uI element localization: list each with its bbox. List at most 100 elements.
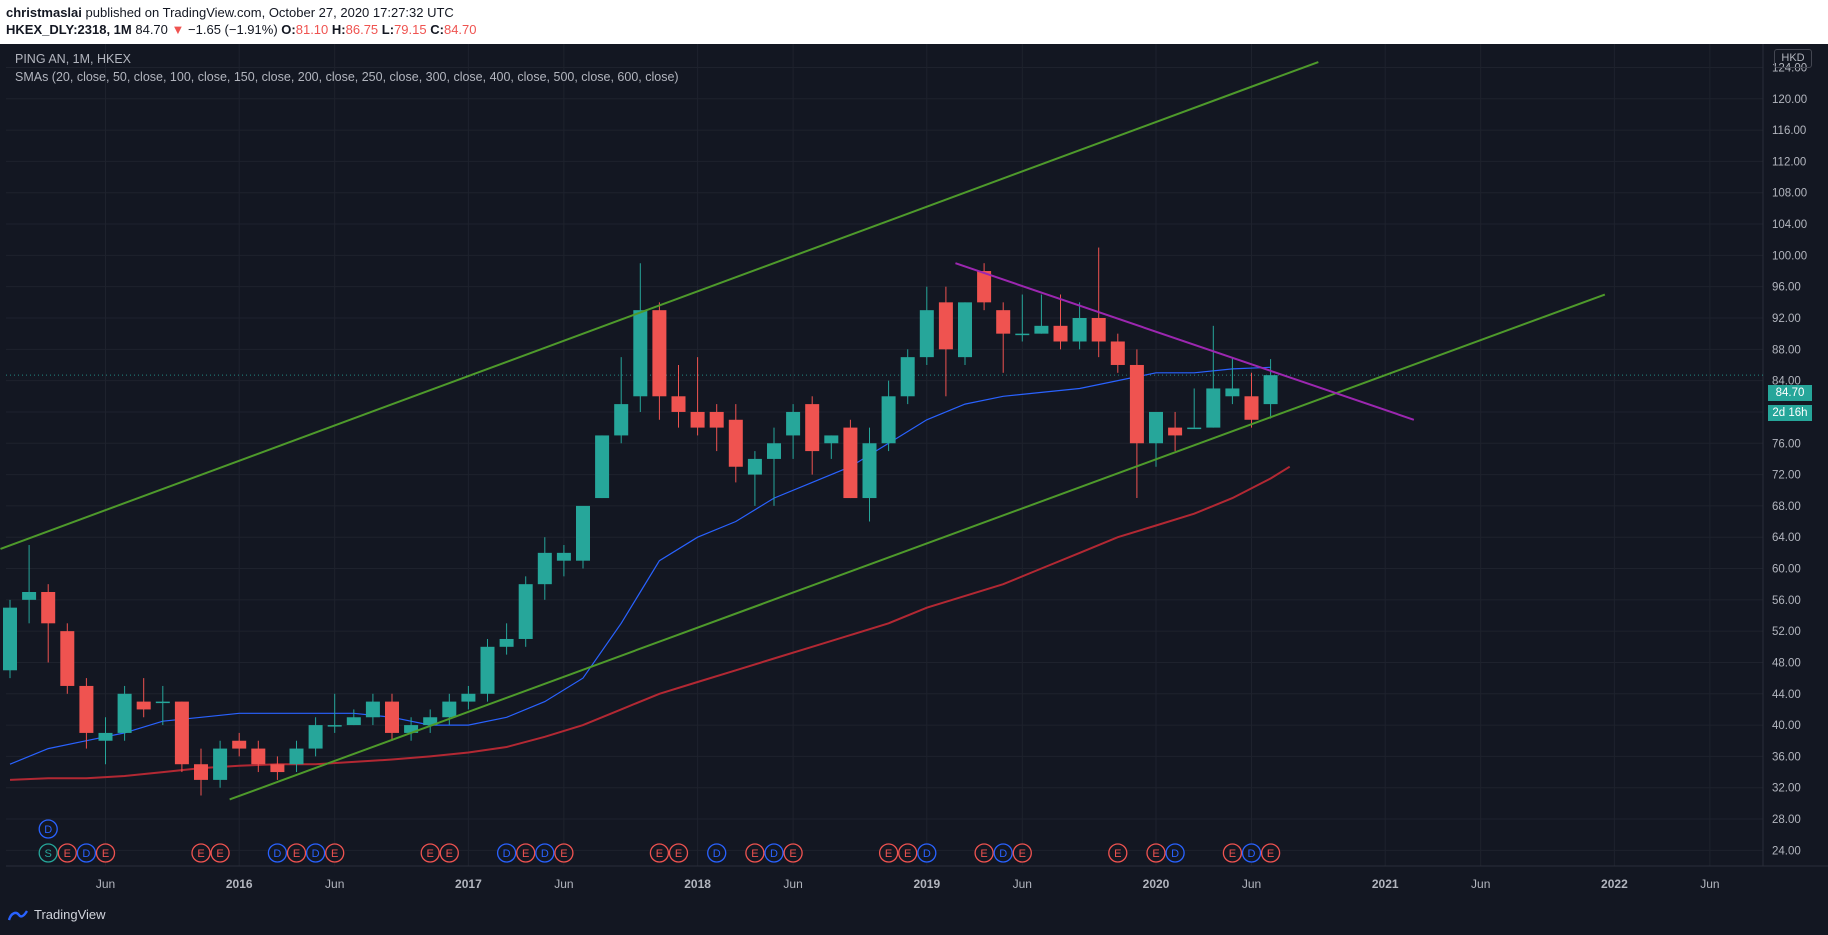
candle-body xyxy=(996,310,1011,334)
price-change: −1.65 (−1.91%) xyxy=(188,22,278,37)
earnings-marker-label: E xyxy=(1267,848,1274,860)
earnings-marker-circle xyxy=(286,843,307,863)
earnings-event-marker[interactable]: E xyxy=(1146,843,1166,863)
ohlc-line: HKEX_DLY:2318, 1M 84.70 ▼ −1.65 (−1.91%)… xyxy=(6,22,477,37)
x-tick-label: 2019 xyxy=(913,877,940,891)
earnings-marker-label: E xyxy=(446,848,453,860)
candle-body xyxy=(194,764,208,780)
trend-line xyxy=(0,61,1319,550)
dividend-event-marker[interactable]: D xyxy=(707,843,727,863)
price-chart[interactable]: 24.00 28.00 32.00 36.00 40.00 44.00 48.00 52.00… xyxy=(0,0,1828,903)
candle-body xyxy=(881,396,896,444)
candle-body xyxy=(1149,411,1163,444)
candle-body xyxy=(423,717,438,726)
earnings-event-marker[interactable]: E xyxy=(649,843,670,863)
earnings-event-marker[interactable]: E xyxy=(554,843,574,863)
candle-body xyxy=(537,552,552,585)
earnings-marker-circle xyxy=(668,843,689,863)
dividend-event-marker[interactable]: D xyxy=(1241,843,1262,863)
dividend-event-marker[interactable]: D xyxy=(496,843,517,863)
y-tick-label: 36.00 xyxy=(1772,751,1801,763)
earnings-marker-circle xyxy=(554,843,574,863)
earnings-event-marker[interactable]: E xyxy=(1260,843,1281,863)
y-tick-label: 116.00 xyxy=(1772,125,1806,137)
earnings-event-marker[interactable]: E xyxy=(974,843,994,863)
earnings-marker-circle xyxy=(210,843,230,863)
earnings-marker-label: E xyxy=(1229,848,1236,860)
earnings-event-marker[interactable]: E xyxy=(898,843,918,863)
earnings-marker-circle xyxy=(1146,843,1166,863)
earnings-event-marker[interactable]: E xyxy=(439,843,459,863)
y-tick-label: 28.00 xyxy=(1772,814,1801,826)
publish-header: christmaslai published on TradingView.co… xyxy=(0,0,1828,44)
earnings-event-marker[interactable]: E xyxy=(95,843,116,863)
earnings-event-marker[interactable]: E xyxy=(420,843,440,863)
x-tick-label: 2016 xyxy=(226,877,253,891)
dividend-marker-circle xyxy=(496,843,517,863)
tradingview-brand[interactable]: TradingView xyxy=(8,907,106,922)
currency-button[interactable]: HKD xyxy=(1774,49,1812,68)
earnings-event-marker[interactable]: E xyxy=(191,843,211,863)
y-tick-label: 112.00 xyxy=(1772,156,1806,168)
earnings-event-marker[interactable]: E xyxy=(878,843,899,863)
y-tick-label: 68.00 xyxy=(1772,501,1801,513)
candle-body xyxy=(1129,364,1144,444)
earnings-marker-label: E xyxy=(1019,848,1026,860)
earnings-event-marker[interactable]: E xyxy=(783,843,803,863)
dividend-event-marker[interactable]: D xyxy=(764,843,784,863)
candle-body xyxy=(1091,318,1106,342)
split-event-marker[interactable]: S xyxy=(38,843,58,863)
candle-body xyxy=(919,310,934,358)
dividend-marker-label: D xyxy=(503,848,511,860)
earnings-event-marker[interactable]: E xyxy=(516,843,536,863)
earnings-marker-label: E xyxy=(1152,848,1159,860)
brand-name: TradingView xyxy=(34,907,106,922)
dividend-event-marker[interactable]: D xyxy=(1165,843,1185,863)
candle-body xyxy=(232,740,247,749)
candle-body xyxy=(365,701,380,718)
earnings-event-marker[interactable]: E xyxy=(286,843,307,863)
open-value: 81.10 xyxy=(295,22,329,37)
earnings-marker-label: E xyxy=(980,848,987,860)
candle-body xyxy=(404,725,419,733)
footer-bar xyxy=(0,903,1828,935)
earnings-event-marker[interactable]: E xyxy=(668,843,689,863)
earnings-event-marker[interactable]: E xyxy=(1012,843,1032,863)
x-tick-label: Jun xyxy=(1471,877,1490,891)
tradingview-logo-icon xyxy=(8,909,28,920)
split-marker-circle xyxy=(38,843,58,863)
dividend-event-marker[interactable]: D xyxy=(535,843,555,863)
earnings-event-marker[interactable]: E xyxy=(1108,843,1128,863)
dividend-event-marker[interactable]: D xyxy=(38,819,58,839)
dividend-event-marker[interactable]: D xyxy=(305,843,326,863)
earnings-event-marker[interactable]: E xyxy=(745,843,765,863)
y-tick-label: 92.00 xyxy=(1772,313,1801,325)
dividend-event-marker[interactable]: D xyxy=(993,843,1013,863)
candle-body xyxy=(289,748,304,765)
dividend-marker-circle xyxy=(1165,843,1185,863)
candle-body xyxy=(22,592,37,600)
chart-legend-title[interactable]: PING AN, 1M, HKEX xyxy=(15,52,132,66)
earnings-marker-circle xyxy=(1108,843,1128,863)
earnings-event-marker[interactable]: E xyxy=(1222,843,1243,863)
author-name[interactable]: christmaslai xyxy=(6,5,82,20)
x-tick-label: Jun xyxy=(1700,877,1719,891)
candle-body xyxy=(728,419,743,467)
sma-indicator-legend[interactable]: SMAs (20, close, 50, close, 100, close, … xyxy=(15,70,679,84)
earnings-event-marker[interactable]: E xyxy=(210,843,230,863)
x-tick-label: 2018 xyxy=(684,877,711,891)
earnings-marker-circle xyxy=(878,843,899,863)
dividend-event-marker[interactable]: D xyxy=(267,843,288,863)
earnings-marker-label: E xyxy=(656,848,663,860)
candle-body xyxy=(117,693,132,733)
candle-body xyxy=(1110,341,1125,365)
dividend-marker-circle xyxy=(993,843,1013,863)
candle-body xyxy=(385,701,399,733)
earnings-marker-circle xyxy=(974,843,994,863)
y-tick-label: 44.00 xyxy=(1772,689,1801,701)
dividend-event-marker[interactable]: D xyxy=(917,843,937,863)
earnings-marker-label: E xyxy=(1114,848,1121,860)
earnings-event-marker[interactable]: E xyxy=(57,843,77,863)
earnings-event-marker[interactable]: E xyxy=(325,843,345,863)
dividend-event-marker[interactable]: D xyxy=(76,843,97,863)
